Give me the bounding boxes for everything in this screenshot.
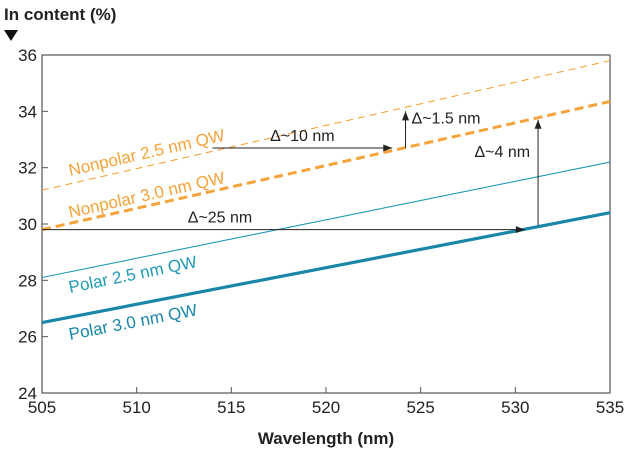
y-tick-label: 26: [18, 328, 37, 347]
plot-frame: [41, 54, 611, 394]
annotation-arrowhead: [515, 226, 525, 234]
annotation-label: Δ~10 nm: [270, 128, 335, 145]
y-axis-label: In content (%): [4, 5, 116, 24]
series-lines: [41, 60, 611, 325]
series-line-1: [41, 60, 611, 191]
y-tick-label: 34: [18, 102, 37, 121]
x-tick-label: 505: [28, 398, 56, 417]
x-tick-label: 515: [217, 398, 245, 417]
annotation-label: Δ~4 nm: [474, 144, 530, 161]
series-line-4: [41, 211, 611, 325]
x-axis-label: Wavelength (nm): [258, 429, 394, 448]
y-tick-label: 30: [18, 215, 37, 234]
annotation-arrowhead: [383, 144, 393, 152]
series-label: Polar 3.0 nm QW: [67, 301, 199, 344]
series-line-3: [41, 161, 611, 279]
y-tick-label: 32: [18, 159, 37, 178]
x-tick-label: 520: [312, 398, 340, 417]
y-axis-marker: [4, 30, 18, 41]
y-axis-ticks: 24 26 28 30 32 34 36: [18, 46, 48, 403]
x-tick-label: 510: [122, 398, 150, 417]
x-tick-label: 530: [501, 398, 529, 417]
annotation-label: Δ~25 nm: [188, 210, 253, 227]
x-tick-label: 535: [596, 398, 624, 417]
x-axis-ticks: 505 510 515 520 525 530 535: [28, 387, 624, 417]
y-tick-label: 28: [18, 271, 37, 290]
annotation-arrowhead: [534, 119, 542, 129]
y-tick-label: 24: [18, 384, 37, 403]
annotation-label: Δ~1.5 nm: [412, 110, 481, 127]
annotations: Δ~10 nm Δ~1.5 nm Δ~25 nm Δ~4 nm: [42, 110, 542, 234]
annotation-arrowhead: [402, 111, 410, 121]
y-tick-label: 36: [18, 46, 37, 65]
x-tick-label: 525: [406, 398, 434, 417]
